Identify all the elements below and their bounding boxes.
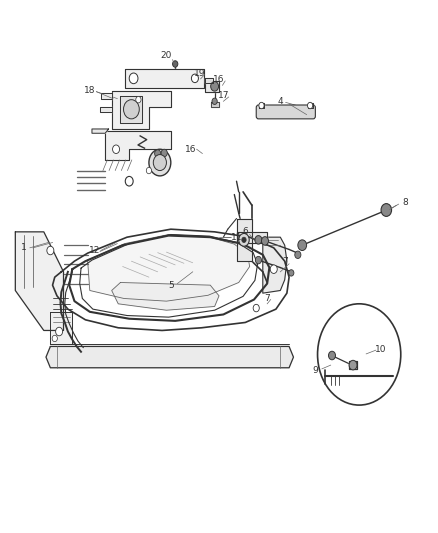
Circle shape — [113, 145, 120, 154]
Polygon shape — [112, 91, 171, 129]
Polygon shape — [205, 78, 213, 83]
Text: 11: 11 — [231, 233, 242, 241]
FancyBboxPatch shape — [256, 105, 315, 119]
Polygon shape — [211, 102, 219, 107]
Text: 19: 19 — [194, 69, 205, 78]
Text: 7: 7 — [264, 294, 270, 303]
Text: 9: 9 — [312, 366, 318, 375]
Polygon shape — [125, 69, 204, 88]
Circle shape — [52, 335, 57, 342]
Polygon shape — [308, 103, 313, 108]
Circle shape — [255, 236, 262, 244]
Circle shape — [47, 246, 54, 255]
Text: 5: 5 — [168, 281, 174, 289]
Circle shape — [146, 167, 152, 174]
Text: 12: 12 — [88, 246, 100, 255]
Circle shape — [211, 82, 219, 91]
Circle shape — [153, 155, 166, 171]
Text: 16: 16 — [185, 145, 196, 154]
Circle shape — [136, 96, 141, 103]
Text: 8: 8 — [402, 198, 408, 207]
Polygon shape — [263, 237, 287, 293]
Polygon shape — [120, 96, 142, 123]
Circle shape — [328, 351, 336, 360]
Circle shape — [155, 150, 161, 157]
Text: 6: 6 — [242, 228, 248, 236]
Polygon shape — [205, 81, 219, 92]
Circle shape — [295, 251, 301, 259]
Polygon shape — [100, 107, 112, 112]
Circle shape — [289, 270, 294, 276]
Polygon shape — [101, 93, 112, 99]
Text: 16: 16 — [213, 76, 225, 84]
Circle shape — [307, 102, 313, 109]
Circle shape — [149, 149, 171, 176]
Polygon shape — [92, 129, 109, 133]
Circle shape — [298, 240, 307, 251]
Circle shape — [125, 176, 133, 186]
Circle shape — [242, 237, 246, 243]
Circle shape — [191, 74, 198, 83]
Circle shape — [261, 237, 268, 245]
Polygon shape — [46, 346, 293, 368]
Polygon shape — [15, 232, 64, 330]
Circle shape — [161, 149, 167, 157]
Text: 10: 10 — [375, 345, 387, 353]
Text: 1: 1 — [21, 244, 27, 252]
Circle shape — [253, 304, 259, 312]
Text: 20: 20 — [161, 52, 172, 60]
Circle shape — [56, 327, 63, 336]
Text: 7: 7 — [282, 257, 288, 265]
Polygon shape — [237, 232, 267, 243]
Polygon shape — [50, 312, 72, 344]
Circle shape — [318, 304, 401, 405]
Text: 17: 17 — [218, 92, 229, 100]
Polygon shape — [237, 219, 252, 261]
Circle shape — [173, 61, 178, 67]
Circle shape — [239, 233, 249, 246]
Circle shape — [270, 265, 277, 273]
Polygon shape — [112, 282, 219, 310]
Text: 18: 18 — [84, 86, 95, 95]
Circle shape — [381, 204, 392, 216]
Circle shape — [259, 102, 264, 109]
Circle shape — [349, 360, 357, 370]
Circle shape — [129, 73, 138, 84]
Polygon shape — [259, 103, 264, 108]
Circle shape — [124, 100, 139, 119]
Polygon shape — [88, 235, 250, 301]
Circle shape — [255, 256, 261, 264]
Polygon shape — [349, 361, 357, 369]
Polygon shape — [105, 131, 171, 160]
Text: 4: 4 — [278, 97, 283, 106]
Circle shape — [212, 98, 217, 104]
